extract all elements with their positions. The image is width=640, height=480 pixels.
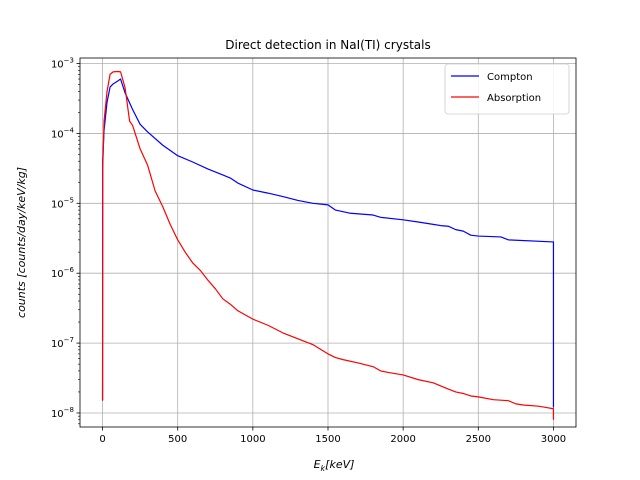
x-tick-label: 1500 xyxy=(315,434,340,445)
x-tick-label: 2000 xyxy=(390,434,415,445)
x-axis-label: Ek[keV] xyxy=(314,458,355,473)
x-tick-label: 0 xyxy=(99,434,105,445)
x-tick-label: 3000 xyxy=(541,434,566,445)
y-tick-label: 10−6 xyxy=(51,266,75,280)
x-tick-label: 2500 xyxy=(466,434,491,445)
y-tick-label: 10−8 xyxy=(51,406,74,420)
grid-lines xyxy=(80,58,576,427)
legend: Compton Absorption xyxy=(444,63,570,115)
axis-ticks: 0 500 1000 1500 2000 2500 3000 10−8 10−7 10−6 10−5… xyxy=(51,57,566,445)
y-tick-label: 10−7 xyxy=(51,336,74,350)
series-line-absorption xyxy=(101,70,555,420)
series-lines xyxy=(101,70,555,420)
chart-title: Direct detection in NaI(TI) crystals xyxy=(225,38,430,52)
series-line-compton xyxy=(101,78,555,408)
y-tick-label: 10−5 xyxy=(51,196,74,210)
legend-label-compton: Compton xyxy=(487,72,533,83)
y-tick-label: 10−4 xyxy=(51,126,75,140)
x-tick-label: 500 xyxy=(168,434,187,445)
legend-label-absorption: Absorption xyxy=(487,93,541,104)
x-tick-label: 1000 xyxy=(240,434,265,445)
y-axis-label-text: counts [counts/day/keV/kg] xyxy=(15,167,28,318)
y-axis-label: counts [counts/day/keV/kg] xyxy=(15,167,28,318)
y-tick-label: 10−3 xyxy=(51,57,74,71)
x-axis-label-text: Ek[keV] xyxy=(314,458,355,473)
